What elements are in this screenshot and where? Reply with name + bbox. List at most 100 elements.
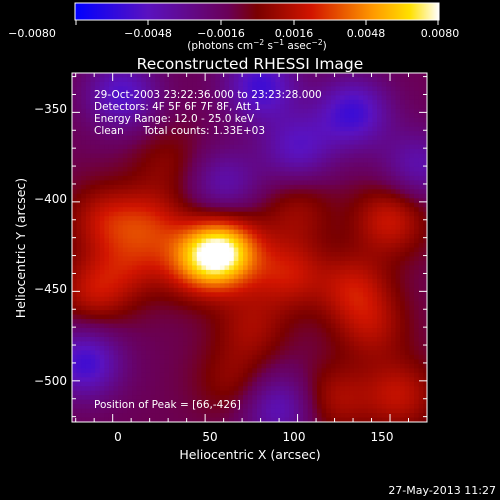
heatmap-cell <box>229 131 235 137</box>
heatmap-cell <box>173 207 179 213</box>
heatmap-cell <box>275 269 281 275</box>
heatmap-cell <box>192 395 198 401</box>
heatmap-cell <box>261 372 267 378</box>
heatmap-cell <box>122 296 129 302</box>
heatmap-cell <box>182 99 189 105</box>
heatmap-cell <box>326 395 332 401</box>
heatmap-cell <box>270 117 276 123</box>
heatmap-cell <box>187 350 193 356</box>
heatmap-cell <box>173 354 179 360</box>
heatmap-cell <box>238 269 244 275</box>
heatmap-cell <box>210 363 216 369</box>
heatmap-cell <box>201 216 207 222</box>
heatmap-cell <box>363 99 369 105</box>
heatmap-cell <box>150 158 156 164</box>
heatmap-cell <box>159 193 166 199</box>
heatmap-cell <box>173 413 179 419</box>
heatmap-cell <box>215 390 221 396</box>
heatmap-cell <box>229 122 235 128</box>
heatmap-cell <box>303 417 309 422</box>
heatmap-cell <box>196 265 203 271</box>
heatmap-cell <box>182 319 189 325</box>
heatmap-cell <box>164 126 170 132</box>
heatmap-cell <box>90 296 96 302</box>
heatmap-cell <box>122 171 129 177</box>
heatmap-cell <box>256 305 263 311</box>
heatmap-cell <box>293 372 300 378</box>
heatmap-cell <box>353 292 360 298</box>
heatmap-cell <box>215 323 221 329</box>
heatmap-cell <box>85 260 92 266</box>
heatmap-cell <box>122 211 129 217</box>
heatmap-cell <box>340 256 346 262</box>
heatmap-cell <box>108 193 115 199</box>
heatmap-cell <box>238 149 244 155</box>
heatmap-cell <box>326 372 332 378</box>
heatmap-cell <box>233 390 239 396</box>
heatmap-cell <box>233 265 239 271</box>
heatmap-cell <box>340 296 346 302</box>
heatmap-cell <box>256 77 263 83</box>
heatmap-cell <box>104 395 110 401</box>
heatmap-cell <box>344 386 350 392</box>
heatmap-cell <box>353 198 360 204</box>
heatmap-cell <box>187 372 193 378</box>
heatmap-cell <box>312 198 318 204</box>
heatmap-cell <box>233 162 239 168</box>
heatmap-cell <box>298 140 304 146</box>
heatmap-cell <box>201 95 207 101</box>
heatmap-cell <box>81 113 87 119</box>
heatmap-cell <box>150 274 156 280</box>
heatmap-cell <box>192 305 198 311</box>
heatmap-cell <box>224 108 230 114</box>
heatmap-cell <box>238 251 244 258</box>
heatmap-cell <box>178 153 184 159</box>
heatmap-cell <box>344 287 350 293</box>
heatmap-cell <box>229 372 235 378</box>
heatmap-cell <box>307 113 313 119</box>
heatmap-cell <box>261 336 267 343</box>
heatmap-cell <box>169 399 175 405</box>
heatmap-cell <box>312 408 318 414</box>
heatmap-cell <box>224 81 230 88</box>
heatmap-cell <box>326 296 332 302</box>
heatmap-cell <box>363 354 369 360</box>
heatmap-cell <box>136 113 142 119</box>
heatmap-cell <box>353 372 360 378</box>
heatmap-cell <box>90 122 96 128</box>
heatmap-cell <box>298 332 304 338</box>
heatmap-cell <box>229 225 235 231</box>
heatmap-cell <box>256 86 263 92</box>
heatmap-cell <box>141 314 147 320</box>
heatmap-cell <box>118 372 124 378</box>
heatmap-cell <box>164 175 170 181</box>
heatmap-cell <box>173 140 179 146</box>
heatmap-cell <box>224 287 230 293</box>
heatmap-cell <box>132 86 138 92</box>
heatmap-cell <box>201 189 207 195</box>
heatmap-cell <box>270 126 276 132</box>
heatmap-cell <box>132 95 138 101</box>
heatmap-cell <box>266 386 272 392</box>
heatmap-cell <box>298 278 304 284</box>
heatmap-cell <box>150 189 156 195</box>
heatmap-cell <box>358 310 364 316</box>
heatmap-cell <box>81 260 87 266</box>
heatmap-cell <box>210 193 216 199</box>
heatmap-cell <box>169 377 175 383</box>
heatmap-cell <box>298 202 304 208</box>
heatmap-cell <box>81 354 87 360</box>
heatmap-cell <box>178 180 184 186</box>
heatmap-cell <box>252 229 258 235</box>
heatmap-cell <box>326 274 332 280</box>
heatmap-cell <box>159 198 166 204</box>
heatmap-cell <box>169 140 175 146</box>
heatmap-cell <box>303 363 309 369</box>
heatmap-cell <box>81 135 87 141</box>
heatmap-cell <box>141 149 147 155</box>
heatmap-cell <box>210 265 216 271</box>
heatmap-cell <box>270 180 276 186</box>
heatmap-cell <box>303 283 309 289</box>
heatmap-cell <box>326 104 332 110</box>
heatmap-cell <box>275 117 281 123</box>
